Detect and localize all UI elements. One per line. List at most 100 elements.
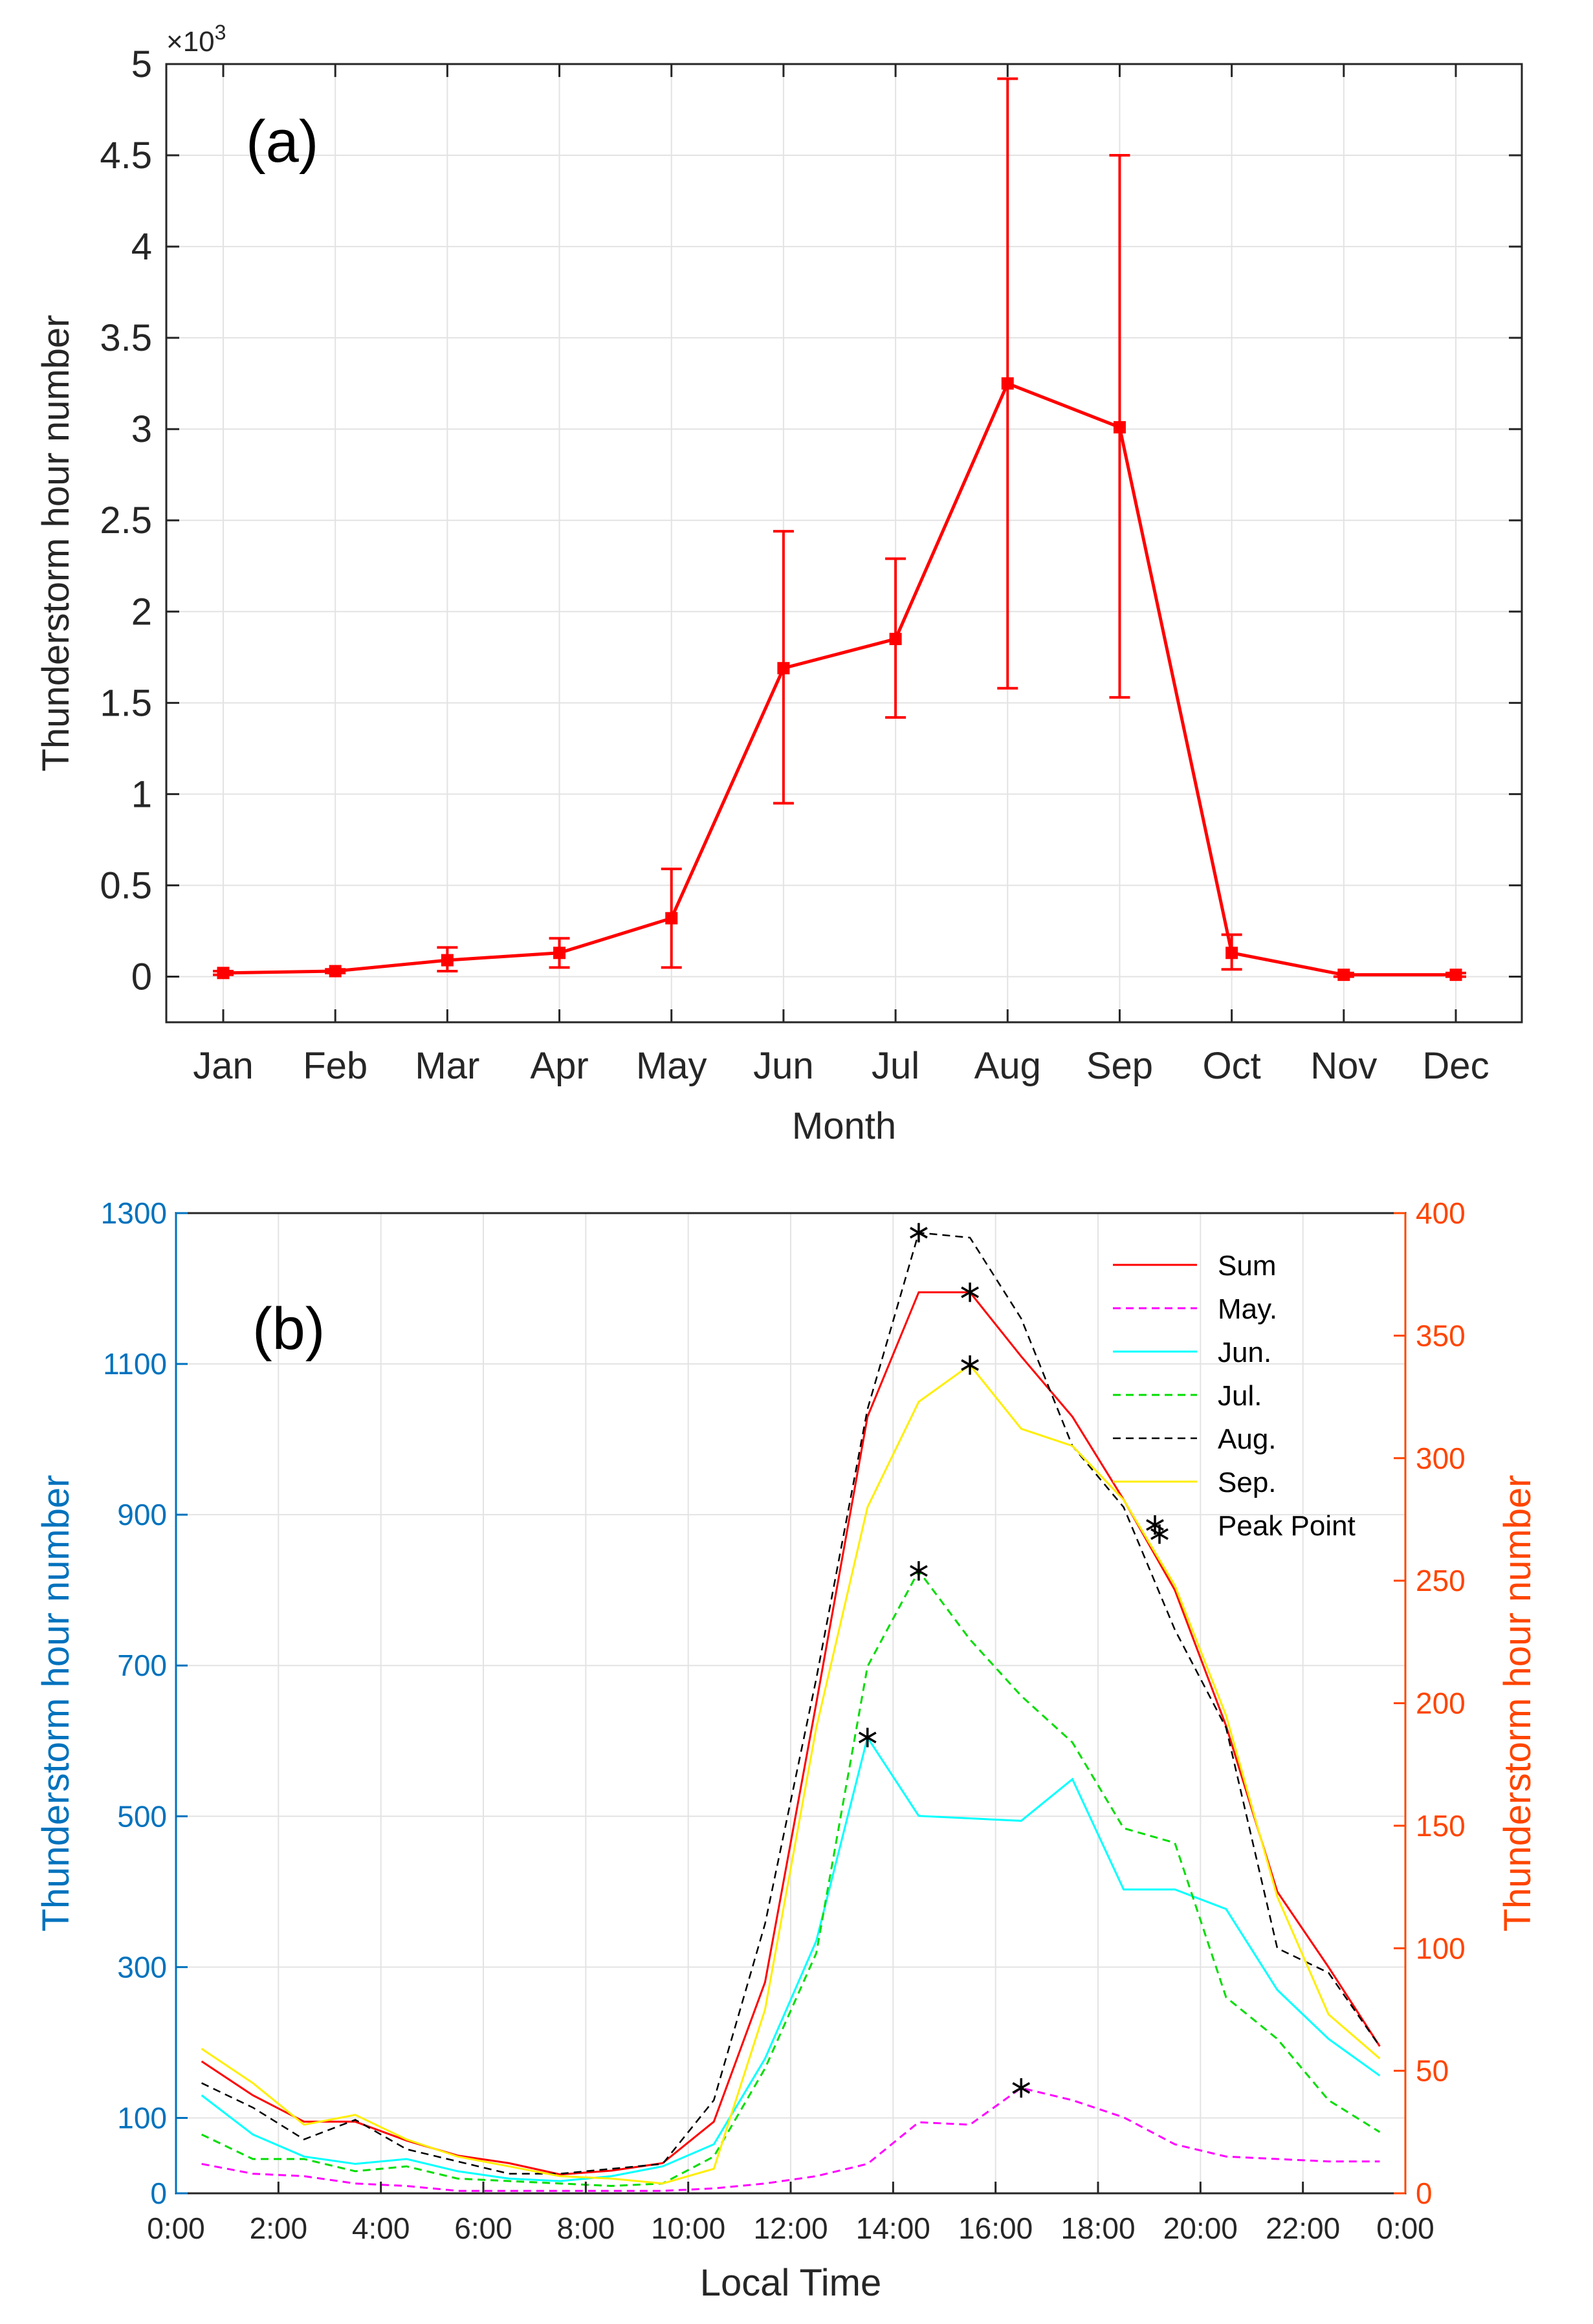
b-star-stroke [961,1359,979,1371]
a-y-tick-label: 2 [131,591,152,633]
b-peak-point [910,1223,928,1243]
a-x-tick-label: Aug [974,1045,1041,1087]
a-x-tick-label: Dec [1422,1045,1489,1087]
b-left-tick-label: 300 [117,1950,167,1984]
a-y-tick-label: 3 [131,408,152,450]
b-x-tick-label: 18:00 [1060,2211,1135,2245]
b-x-tick-label: 10:00 [651,2211,725,2245]
a-data-point [553,947,566,959]
b-panel-label: (b) [252,1296,325,1362]
b-left-tick-label: 0 [150,2176,167,2210]
a-x-tick-label: Jul [872,1045,919,1087]
b-series-line-5 [201,1363,1381,2185]
b-peak-point [858,1727,877,1748]
a-x-tick-label: Jan [193,1045,254,1087]
a-x-tick-label: Oct [1203,1045,1261,1087]
b-peak-point [961,1282,979,1302]
b-peak-point [1012,2078,1031,2098]
b-right-tick-label: 0 [1416,2176,1433,2210]
a-data-point [329,965,342,978]
b-x-tick-label: 0:00 [147,2211,205,2245]
a-y-tick-label: 2.5 [100,499,152,542]
b-y-axis-label-right: Thunderstorm hour number [1497,1475,1539,1932]
a-panel-label: (a) [246,109,318,175]
a-x-tick-label: May [636,1045,707,1087]
b-right-tick-label: 50 [1416,2054,1449,2088]
b-series-line-2 [201,1735,1381,2182]
a-data-point [1113,421,1126,433]
a-series [213,77,1466,981]
b-legend-label-0: Sum [1218,1250,1276,1282]
b-right-tick-label: 300 [1416,1442,1466,1475]
b-right-tick-label: 400 [1416,1196,1466,1230]
a-data-point [1337,969,1350,981]
a-data-point [1449,969,1462,981]
b-peak-points [858,1223,1169,2098]
b-x-tick-label: 8:00 [557,2211,615,2245]
a-data-point [665,912,678,925]
a-y-tick-label: 5 [131,43,152,85]
b-legend-label-1: May. [1218,1293,1277,1325]
b-legend-label-peak: Peak Point [1218,1510,1356,1542]
b-right-tick-label: 250 [1416,1564,1466,1597]
b-star-stroke [961,1286,979,1299]
b-left-tick-label: 500 [117,1799,167,1833]
b-series-line-4 [201,1231,1381,2175]
b-star-stroke [1150,1528,1169,1540]
a-data-point [889,633,902,646]
b-ticks: 0:00 2:00 4:00 6:00 8:00 10:00 12:00 14:00 16:00… [101,1196,1466,2245]
b-legend-label-4: Aug. [1218,1423,1277,1455]
a-x-tick-label: Nov [1310,1045,1377,1087]
b-star-stroke [858,1731,877,1744]
b-legend-label-3: Jul. [1218,1380,1262,1412]
b-x-tick-label: 20:00 [1163,2211,1238,2245]
a-data-point [777,662,790,675]
a-y-tick-label: 3.5 [100,317,152,359]
b-x-tick-label: 0:00 [1376,2211,1434,2245]
b-left-tick-label: 900 [117,1498,167,1531]
b-x-axis-label: Local Time [700,2262,881,2304]
b-right-tick-label: 100 [1416,1931,1466,1965]
b-legend-label-2: Jun. [1218,1337,1271,1368]
b-star-stroke [910,1227,928,1239]
b-left-tick-label: 1300 [101,1196,167,1230]
b-star-stroke [910,1564,928,1577]
b-series-line-0 [201,1291,1381,2176]
b-series [201,1231,1381,2192]
b-legend-label-5: Sep. [1218,1467,1277,1498]
a-data-point [1001,377,1014,390]
b-x-tick-label: 4:00 [352,2211,410,2245]
b-peak-point [910,1561,928,1581]
a-y-tick-label: 4.5 [100,135,152,177]
b-x-tick-label: 6:00 [454,2211,512,2245]
a-x-tick-label: Jun [753,1045,814,1087]
a-y-tick-label: 1 [131,773,152,815]
b-y-axis-label-left: Thunderstorm hour number [35,1475,77,1932]
a-y-tick-label: 4 [131,226,152,268]
a-data-point [1225,947,1238,959]
b-x-tick-label: 16:00 [958,2211,1033,2245]
b-star-stroke [1146,1518,1164,1531]
b-star-stroke [1012,2082,1031,2094]
a-ticks: Jan Feb Mar Apr May Jun Jul Aug Sep Oct Nov Dec 0 0.5… [100,43,1522,1087]
b-x-tick-label: 22:00 [1266,2211,1340,2245]
b-legend: Sum May. Jun. Jul. Aug. Sep. Peak Point [1113,1250,1356,1542]
b-series-line-1 [201,2087,1380,2192]
a-x-tick-label: Feb [303,1045,368,1087]
b-left-tick-label: 100 [117,2101,167,2134]
a-y-tick-label: 1.5 [100,682,152,724]
a-y-tick-label: 0.5 [100,864,152,906]
panel-b: 0:00 2:00 4:00 6:00 8:00 10:00 12:00 14:00 16:00… [35,1196,1539,2304]
b-right-tick-label: 350 [1416,1319,1466,1352]
a-x-tick-label: Mar [415,1045,479,1087]
a-y-multiplier-base: ×10 [166,26,215,58]
a-plot-frame [165,63,1523,1024]
b-x-tick-label: 12:00 [753,2211,828,2245]
b-legend-peak-swatch [1146,1515,1164,1535]
b-left-tick-label: 700 [117,1649,167,1682]
a-x-axis-label: Month [792,1105,896,1147]
a-data-point [217,967,230,980]
a-y-multiplier-exp: 3 [215,21,226,44]
